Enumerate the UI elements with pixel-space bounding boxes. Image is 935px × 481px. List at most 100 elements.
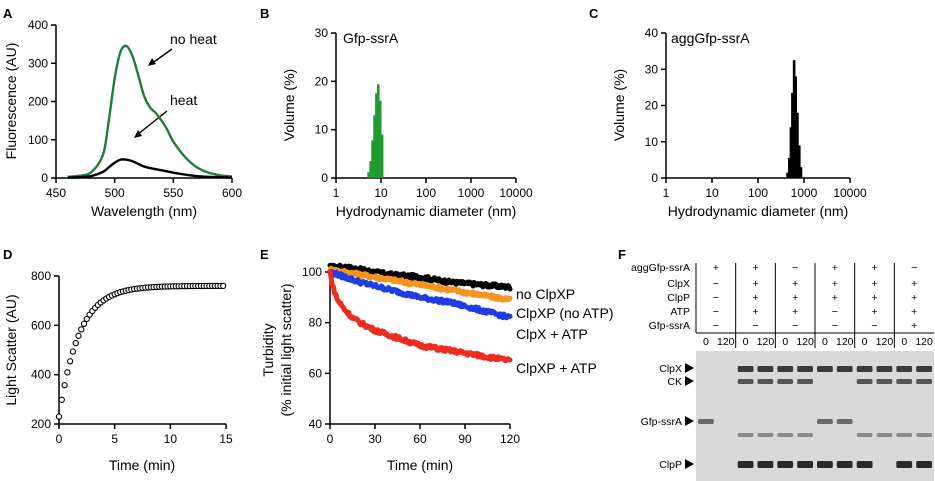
panel-e-xtick-label: 120 (500, 432, 520, 446)
panel-d-xtick-label: 0 (56, 432, 63, 446)
panel-e-series-no-clpxp (327, 262, 513, 292)
panel-b-bar (376, 84, 380, 178)
gel-cell-mark: + (911, 292, 917, 304)
panel-c-title: aggGfp-ssrA (671, 30, 750, 46)
panel-a-xtick-label: 600 (222, 186, 242, 200)
panel-c-ylabel: Volume (%) (611, 69, 627, 141)
gel-band (916, 379, 932, 384)
panel-b-xlabel: Hydrodynamic diameter (nm) (336, 203, 517, 219)
panel-e-ytick-label: 40 (309, 417, 323, 431)
gel-image (696, 351, 934, 481)
gel-band (777, 366, 794, 372)
panel-label-b: B (260, 6, 269, 21)
panel-b-bar (373, 115, 376, 178)
panel-b-bar (378, 100, 382, 178)
panel-d-point (83, 315, 90, 323)
gel-band-arrow (685, 363, 694, 373)
panel-a-xtick-label: 500 (105, 186, 125, 200)
panel-d-ytick-label: 400 (31, 368, 51, 382)
gel-time-label: 0 (862, 336, 868, 348)
panel-label-c: C (589, 6, 599, 21)
gel-row-label-clpx: ClpX (667, 278, 690, 290)
gel-cell-mark: − (832, 306, 838, 318)
panel-e-ylabel-2: (% initial light scatter) (278, 283, 294, 416)
panel-e-ytick-label: 80 (309, 316, 323, 330)
panel-a-ytick-label: 100 (28, 133, 48, 147)
panel-b-xtick-label: 1000 (458, 186, 485, 200)
gel-band (737, 433, 754, 437)
gel-band (876, 366, 893, 372)
panel-c-bar (797, 145, 801, 179)
panel-a-annotation-heat: heat (170, 92, 197, 108)
gel-band (698, 419, 714, 424)
panel-b-ytick-label: 30 (315, 26, 329, 40)
panel-b-xtick-label: 10 (374, 186, 388, 200)
panel-e-ytick-label: 100 (302, 265, 322, 279)
panel-b-ytick-label: 0 (321, 171, 328, 185)
panel-e-legend-clpxp-atp: ClpXP + ATP (516, 360, 597, 376)
panel-d-chart: Time (min) Light Scatter (AU) 0 5 10 15 200 4… (3, 269, 233, 473)
gel-band (896, 433, 913, 437)
gel-band (777, 433, 794, 437)
gel-cell-mark: + (911, 278, 917, 290)
panel-e-legend-clpxp-no-atp: ClpXP (no ATP) (516, 305, 614, 321)
panel-c-bar (796, 112, 799, 178)
panel-e-legend-no-clpxp: no ClpXP (516, 286, 575, 302)
gel-cell-mark: − (911, 262, 917, 274)
panel-label-d: D (3, 247, 12, 262)
gel-row-label-clpp: ClpP (667, 292, 690, 304)
gel-cell-mark: − (713, 278, 719, 290)
gel-cell-mark: + (871, 292, 877, 304)
gel-band (737, 461, 754, 468)
gel-band (797, 379, 813, 384)
panel-e-chart: Time (min) Turbidity (% initial light sc… (260, 262, 614, 473)
panel-c-bar (786, 172, 789, 178)
panel-b-xtick-label: 100 (416, 186, 436, 200)
panel-c-bar (791, 92, 794, 178)
gel-time-label: 120 (757, 336, 775, 348)
panel-b-chart: Gfp-ssrA Hydrodynamic diameter (nm) Volu… (281, 26, 533, 219)
gel-cell-mark: + (752, 306, 758, 318)
panel-a-annotation-no-heat: no heat (170, 31, 217, 47)
gel-band (797, 461, 813, 468)
gel-cell-mark: + (832, 292, 838, 304)
panel-a-ytick-label: 0 (41, 171, 48, 185)
panel-a-arrowhead-no-heat (148, 58, 156, 66)
panel-e-xlabel: Time (min) (387, 457, 453, 473)
gel-band-arrow (685, 416, 694, 426)
gel-band (817, 366, 833, 372)
gel-cell-mark: + (911, 306, 917, 318)
panel-a-xtick-label: 550 (163, 186, 183, 200)
gel-band (737, 379, 754, 384)
gel-cell-mark: + (832, 262, 838, 274)
panel-d-xtick-label: 10 (164, 432, 178, 446)
panel-b-bar (369, 161, 372, 178)
panel-b-ytick-label: 10 (315, 123, 329, 137)
panel-d-point (58, 396, 65, 403)
gel-band-label-clpx: ClpX (659, 363, 682, 375)
gel-band (856, 461, 873, 468)
panel-a-ytick-label: 200 (28, 95, 48, 109)
gel-cell-mark: − (871, 320, 877, 332)
panel-d-xtick-label: 5 (111, 432, 118, 446)
gel-time-label: 0 (901, 336, 907, 348)
panel-b-title: Gfp-ssrA (343, 30, 399, 46)
panel-c-xtick-label: 1000 (791, 186, 818, 200)
gel-time-label: 0 (703, 336, 709, 348)
panel-d-point (78, 326, 85, 333)
panel-e-series-clpxp-atp (327, 269, 513, 364)
panel-a-arrow-heat (136, 110, 168, 136)
gel-band (777, 461, 794, 468)
gel-band (836, 461, 853, 468)
gel-time-label: 0 (743, 336, 749, 348)
panel-a-ytick-label: 400 (28, 18, 48, 32)
panel-d-point (69, 348, 77, 355)
panel-c-bar (794, 76, 797, 178)
gel-band (757, 366, 774, 372)
gel-cell-mark: + (871, 278, 877, 290)
gel-time-label: 0 (782, 336, 788, 348)
panel-c-ytick-label: 10 (645, 135, 659, 149)
gel-row-label-gfp-ssra: Gfp-ssrA (649, 320, 690, 332)
gel-band (757, 461, 774, 468)
